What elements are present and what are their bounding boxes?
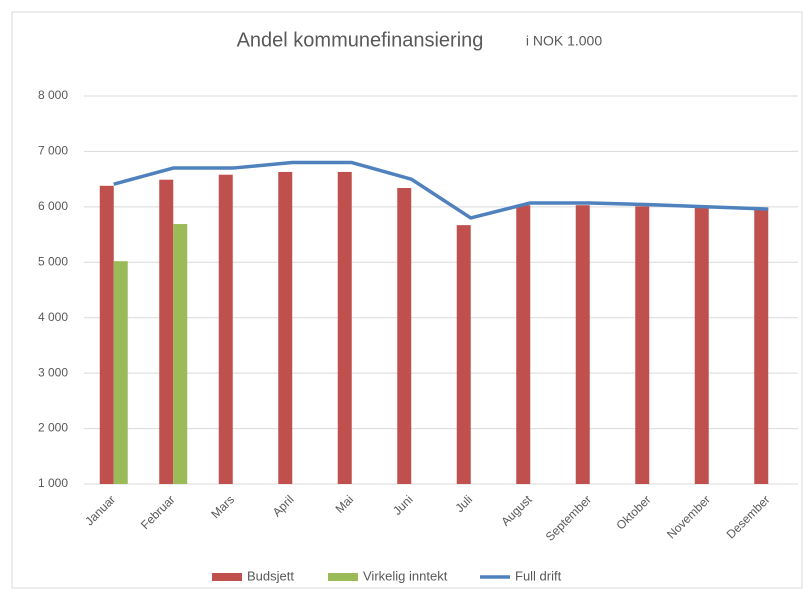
chart-title: Andel kommunefinansiering [237, 29, 484, 51]
chart-subtitle: i NOK 1.000 [526, 33, 602, 49]
y-tick-label: 7 000 [38, 144, 68, 158]
line [113, 160, 769, 220]
bar [337, 171, 352, 485]
bar [173, 224, 188, 485]
bar [218, 174, 233, 485]
legend-swatch [328, 573, 358, 581]
bar [99, 185, 114, 484]
legend-label: Budsjett [247, 568, 294, 583]
y-tick-label: 4 000 [38, 310, 68, 324]
y-tick-label: 8 000 [38, 88, 68, 102]
y-tick-label: 2 000 [38, 421, 68, 435]
legend-label: Virkelig inntekt [363, 568, 448, 583]
bar [694, 206, 709, 484]
y-tick-label: 1 000 [38, 476, 68, 490]
bar [278, 171, 293, 485]
bar [754, 207, 769, 485]
legend-label: Full drift [515, 568, 562, 583]
bar [635, 206, 650, 484]
bar [516, 205, 531, 485]
bar [159, 179, 174, 484]
y-tick-label: 3 000 [38, 365, 68, 379]
bar [575, 205, 590, 485]
bar [113, 261, 128, 484]
y-tick-label: 6 000 [38, 199, 68, 213]
bar [456, 225, 471, 485]
y-tick-label: 5 000 [38, 254, 68, 268]
bar [397, 188, 412, 485]
legend-swatch [212, 573, 242, 581]
